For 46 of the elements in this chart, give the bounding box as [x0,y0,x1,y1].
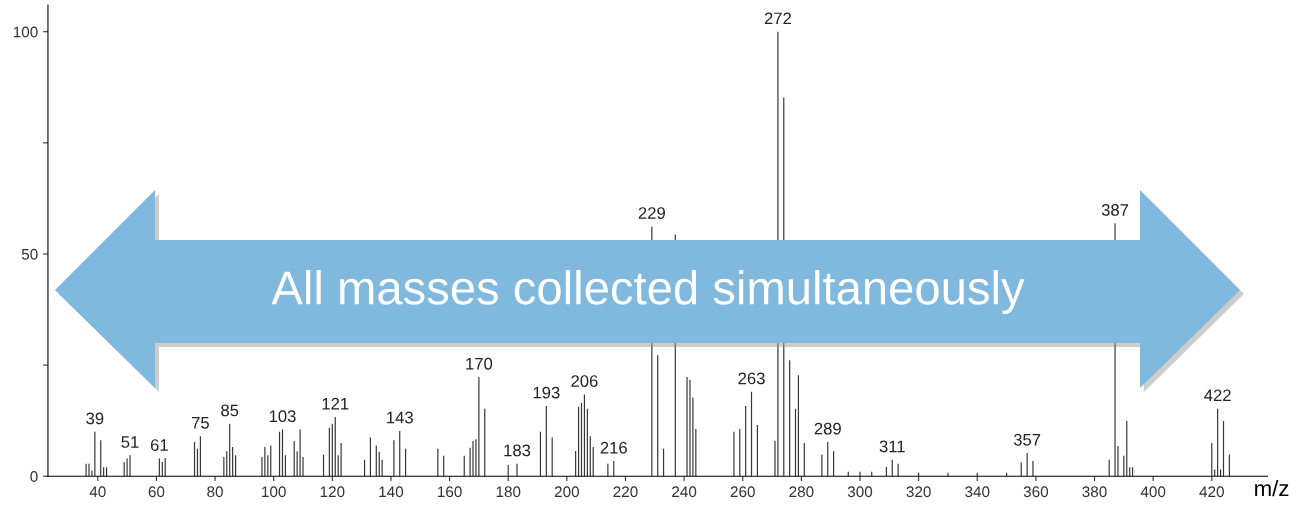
y-tick-label: 100 [13,26,38,38]
x-tick-label: 300 [847,486,873,498]
annotation: 289 [814,422,841,435]
x-tick-label: 120 [320,486,345,498]
annotation: 311 [879,440,905,453]
x-tick-label: 340 [965,486,990,498]
annotation: 61 [150,439,168,451]
x-tick-label: 100 [262,486,286,498]
annotation: 229 [638,207,665,219]
annotation: 193 [533,386,560,399]
annotation: All masses collected simultaneously [271,269,1025,315]
annotation: 357 [1013,433,1041,446]
annotation: 51 [121,436,139,448]
x-tick-label: 220 [613,486,638,498]
annotation: 183 [504,444,531,457]
annotation: 121 [322,397,349,410]
x-tick-label: 60 [148,486,165,498]
annotation: 143 [387,411,413,424]
annotation: 216 [600,441,627,454]
x-tick-label: 200 [554,486,579,498]
annotation: 170 [466,357,493,370]
annotation: 263 [738,372,765,385]
annotation: 272 [764,12,791,25]
x-tick-label: 420 [1199,486,1224,498]
annotation: 422 [1204,389,1231,402]
x-tick-label: 320 [906,486,931,498]
x-tick-label: 380 [1082,486,1107,498]
annotation: 39 [86,412,104,425]
x-tick-label: 80 [207,486,223,498]
x-axis-title: m/z [1255,479,1289,497]
x-tick-label: 40 [89,486,106,498]
x-tick-label: 260 [730,486,755,498]
x-tick-label: 160 [438,486,462,498]
x-tick-label: 140 [379,486,404,498]
x-tick-label: 360 [1023,486,1049,498]
x-tick-label: 180 [496,486,521,498]
y-tick-label: 0 [30,471,38,482]
x-tick-label: 240 [672,486,697,498]
annotation: 387 [1101,204,1129,216]
y-tick-label: 50 [21,248,38,260]
x-tick-label: 280 [789,486,814,498]
annotation: 85 [221,404,239,417]
annotation: 75 [191,417,209,429]
x-tick-label: 400 [1140,486,1166,498]
annotation: 103 [269,410,296,423]
annotation: 206 [571,375,598,387]
